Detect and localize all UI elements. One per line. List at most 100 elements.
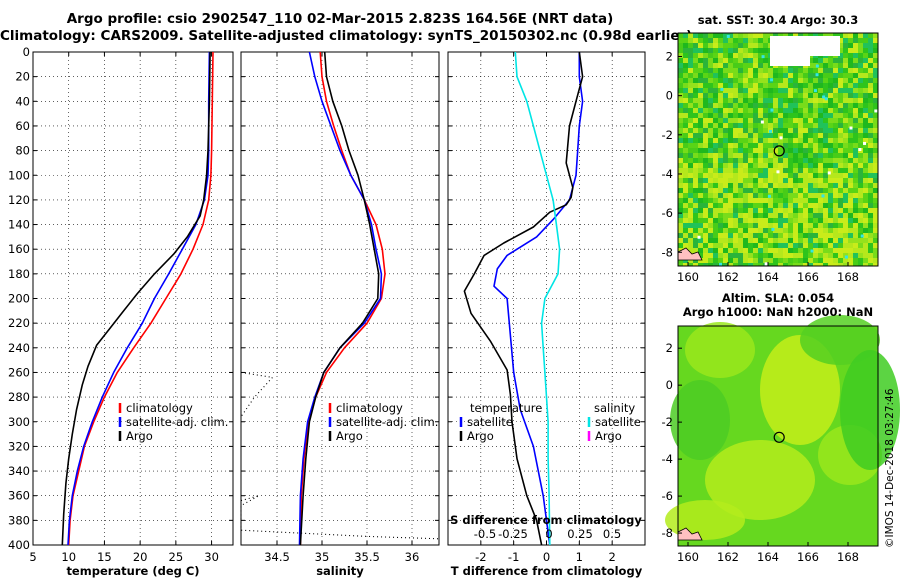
map-cell	[743, 128, 748, 133]
map-cell	[768, 113, 773, 118]
map-cell	[753, 208, 758, 213]
map-cell	[873, 163, 878, 168]
map-cell	[808, 248, 813, 253]
map-cell	[808, 78, 813, 83]
map-cell	[723, 53, 728, 58]
map-cell	[713, 38, 718, 43]
map-cell	[868, 158, 873, 163]
map-cell	[808, 233, 813, 238]
map-cell	[718, 258, 723, 263]
x-tick-label: 162	[717, 270, 739, 284]
map-cell	[693, 153, 698, 158]
map-cell	[833, 178, 838, 183]
map-cell	[728, 118, 733, 123]
map-cell	[698, 83, 703, 88]
map-cell	[793, 153, 798, 158]
map-cell	[678, 128, 683, 133]
map-cell	[698, 123, 703, 128]
map-cell	[773, 123, 778, 128]
map-cell	[793, 158, 798, 163]
map-cell	[783, 148, 788, 153]
map-cell	[873, 208, 878, 213]
y-tick-label: 180	[8, 267, 30, 281]
series-line	[298, 51, 383, 546]
map-cell	[733, 63, 738, 68]
map-cell	[713, 253, 718, 258]
map-cell	[848, 68, 853, 73]
map-cell	[678, 183, 683, 188]
map-cell	[718, 108, 723, 113]
map-cell	[683, 208, 688, 213]
map-cell	[683, 213, 688, 218]
map-cell	[678, 208, 683, 213]
map-cell	[768, 88, 773, 93]
map-cell	[743, 118, 748, 123]
map-cell	[828, 228, 833, 233]
map-cell	[808, 58, 813, 63]
map-cell	[693, 133, 698, 138]
map-cell	[743, 258, 748, 263]
map-cell	[863, 218, 868, 223]
map-cell	[778, 188, 783, 193]
map-cell	[808, 208, 813, 213]
map-cell	[838, 103, 843, 108]
map-cell	[693, 173, 698, 178]
map-cell	[763, 158, 768, 163]
map-cell	[738, 118, 743, 123]
map-cell	[838, 78, 843, 83]
map-cell	[778, 193, 783, 198]
map-cell	[773, 228, 778, 233]
map-cell	[848, 243, 853, 248]
y-tick-label: 60	[15, 119, 30, 133]
map-cell	[728, 103, 733, 108]
map-cell	[703, 123, 708, 128]
map-cell	[763, 43, 768, 48]
map-cell	[703, 43, 708, 48]
map-cell	[868, 208, 873, 213]
map-cell	[798, 163, 803, 168]
map-cell	[738, 63, 743, 68]
map-cell	[818, 98, 823, 103]
map-cell	[848, 228, 853, 233]
map-cell	[793, 178, 798, 183]
map-cell	[778, 88, 783, 93]
map-cell	[728, 208, 733, 213]
map-cell	[778, 118, 783, 123]
map-cell	[803, 103, 808, 108]
map-cell	[788, 218, 793, 223]
map-cell	[788, 118, 793, 123]
map-speck	[815, 73, 819, 77]
map-cell	[688, 228, 693, 233]
map-cell	[703, 258, 708, 263]
map-cell	[858, 33, 863, 38]
map-cell	[863, 168, 868, 173]
map-cell	[823, 133, 828, 138]
map-cell	[678, 33, 683, 38]
map-cell	[713, 228, 718, 233]
map-cell	[798, 73, 803, 78]
map-cell	[708, 213, 713, 218]
map-cell	[758, 223, 763, 228]
map-cell	[818, 248, 823, 253]
map-cell	[808, 238, 813, 243]
map-cell	[853, 73, 858, 78]
map-cell	[863, 208, 868, 213]
map-cell	[803, 93, 808, 98]
map-cell	[833, 78, 838, 83]
map-cell	[873, 193, 878, 198]
map-cell	[838, 168, 843, 173]
map-cell	[698, 128, 703, 133]
map-cell	[748, 193, 753, 198]
map-cell	[843, 118, 848, 123]
map-title: sat. SST: 30.4 Argo: 30.3	[698, 13, 858, 27]
map-cell	[793, 218, 798, 223]
map-cell	[803, 168, 808, 173]
map-cell	[808, 178, 813, 183]
map-cell	[728, 223, 733, 228]
map-cell	[818, 123, 823, 128]
map-cell	[808, 258, 813, 263]
map-cell	[708, 158, 713, 163]
map-cell	[748, 173, 753, 178]
map-cell	[743, 48, 748, 53]
map-cell	[688, 118, 693, 123]
